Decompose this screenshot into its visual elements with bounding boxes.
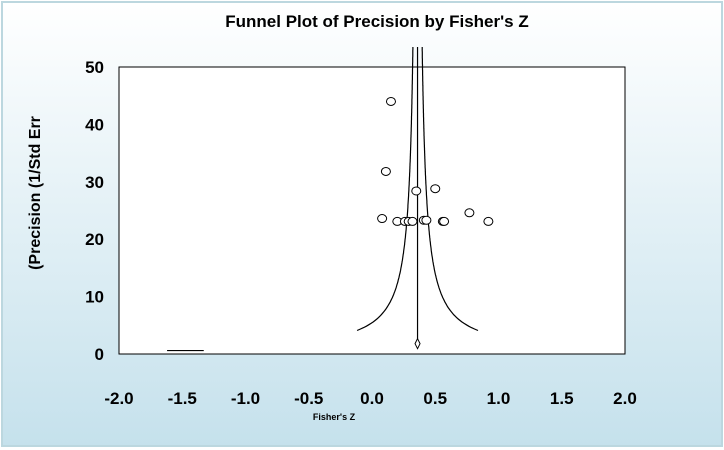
x-tick-label: 1.0 [487,389,511,408]
y-tick-label: 50 [85,58,104,77]
plot-marks [167,47,494,352]
study-point [407,216,418,226]
y-axis-label: (Precision (1/Std Err [27,116,44,270]
study-point [380,166,391,176]
funnel-limit-left [356,47,414,332]
study-point [385,96,396,106]
x-axis-label: Fisher's Z [313,412,356,422]
study-point [464,208,475,218]
summary-diamond [414,337,421,350]
y-tick-label: 10 [85,288,104,307]
study-point [421,215,432,225]
y-tick-label: 40 [85,115,104,134]
funnel-limit-right [421,47,479,332]
study-point [483,216,494,226]
x-tick-label: -0.5 [294,389,323,408]
x-tick-label: 0.5 [423,389,447,408]
y-axis-ticks: 0 10 20 30 40 50 [85,58,104,364]
study-point [377,214,388,224]
study-point [411,186,422,196]
x-tick-label: 2.0 [613,389,637,408]
x-tick-label: 1.5 [550,389,574,408]
x-tick-label: -1.5 [168,389,197,408]
x-tick-label: 0.0 [360,389,384,408]
x-tick-label: -2.0 [104,389,133,408]
y-tick-label: 20 [85,230,104,249]
study-point [439,216,450,226]
x-axis-ticks: -2.0 -1.5 -1.0 -0.5 0.0 0.5 1.0 1.5 2.0 [104,389,636,408]
plot-area [118,66,626,355]
y-tick-label: 0 [95,345,104,364]
study-point [430,184,441,194]
y-tick-label: 30 [85,173,104,192]
x-tick-label: -1.0 [231,389,260,408]
chart-title: Funnel Plot of Precision by Fisher's Z [225,12,528,31]
